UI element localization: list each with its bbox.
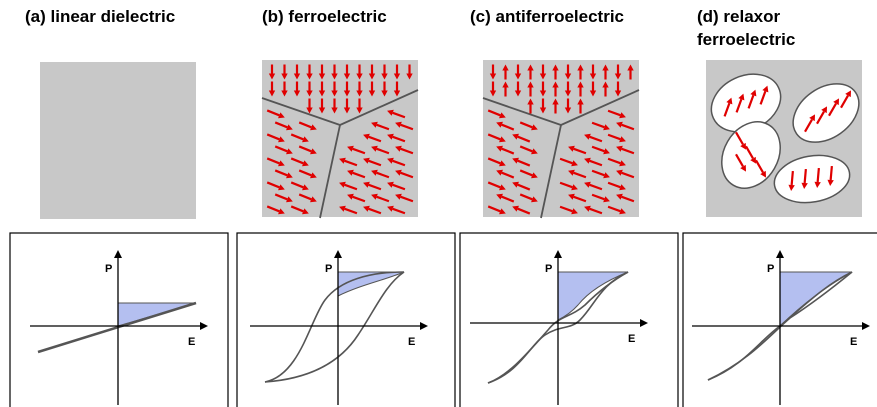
panel-title: ferroelectric xyxy=(697,30,795,49)
p-axis-label: P xyxy=(767,263,774,275)
dipole-arrow-shaft xyxy=(818,168,819,182)
figure: (a) linear dielectric (b) ferroelectric (c… xyxy=(0,0,877,407)
dipole-arrow-shaft xyxy=(805,169,806,183)
e-axis-label: E xyxy=(850,336,857,348)
material-square xyxy=(40,62,196,219)
page: (a) linear dielectric (b) ferroelectric (c… xyxy=(0,0,877,407)
dipole-arrow-shaft xyxy=(792,171,793,185)
p-axis-label: P xyxy=(105,263,112,275)
dipole-arrow-shaft xyxy=(831,166,832,180)
panel-title: (d) relaxor xyxy=(697,7,781,26)
e-axis-label: E xyxy=(188,336,195,348)
pe-loop xyxy=(265,272,404,382)
panel-title: (a) linear dielectric xyxy=(25,7,175,26)
pe-loop xyxy=(265,272,404,382)
pe-loop xyxy=(38,303,196,352)
p-axis-label: P xyxy=(545,263,552,275)
p-axis-label: P xyxy=(325,263,332,275)
e-axis-label: E xyxy=(628,333,635,345)
panel-title: (c) antiferroelectric xyxy=(470,7,624,26)
e-axis-label: E xyxy=(408,336,415,348)
panel-title: (b) ferroelectric xyxy=(262,7,387,26)
